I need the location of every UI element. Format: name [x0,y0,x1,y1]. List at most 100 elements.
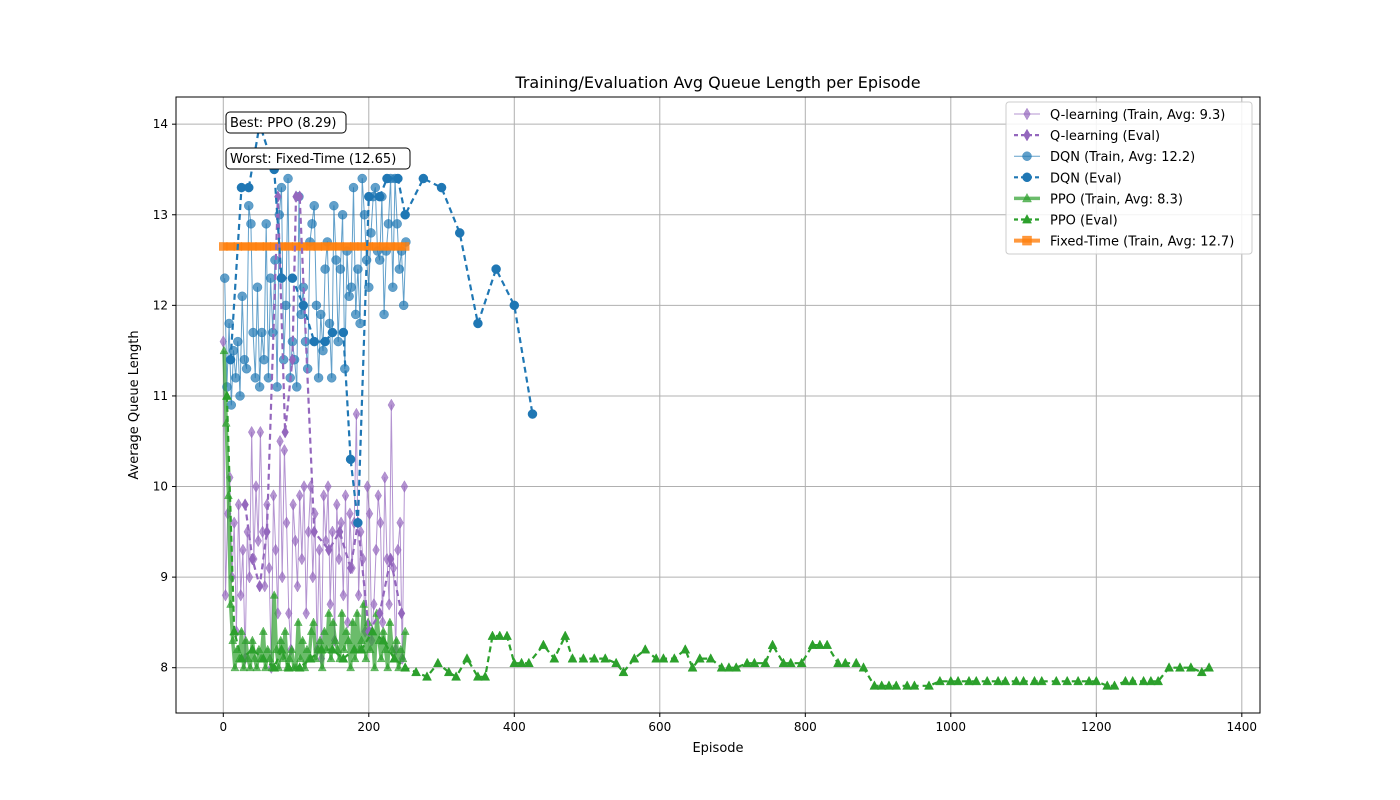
data-point [250,653,259,663]
x-tick-label: 0 [219,720,227,734]
data-point [396,644,406,654]
data-point [272,543,280,557]
data-point [219,345,229,355]
data-point [335,264,346,274]
data-point [393,173,403,184]
data-point [363,480,372,493]
data-point [237,291,247,302]
data-point [226,599,235,608]
x-tick-label: 600 [648,720,671,734]
data-point [357,635,366,644]
data-point [374,191,385,202]
data-point [367,625,378,636]
legend-marker [1022,151,1032,161]
data-point [1185,662,1196,672]
data-point [611,657,622,668]
data-point [230,373,241,383]
data-point [443,666,454,677]
data-point [370,182,381,193]
data-point [400,242,410,251]
data-point [233,336,243,347]
series-fixed-time-train-avg-12-7 [219,242,410,251]
legend-item: Fixed-Time (Train, Avg: 12.7) [1014,235,1234,250]
data-point [250,373,261,383]
data-point [578,653,589,663]
data-point [1164,662,1174,672]
legend-item: DQN (Train, Avg: 12.2) [1014,150,1195,165]
data-point [600,653,611,663]
data-point [320,264,330,274]
data-point [480,671,491,681]
data-point [258,653,269,663]
data-point [462,653,472,663]
y-tick-label: 11 [153,389,168,403]
data-point [349,242,359,251]
annotation-worst-box [225,147,411,170]
y-tick-label: 12 [153,298,168,312]
data-point [387,398,396,412]
y-axis-title: Average Queue Length [127,330,142,479]
data-point [324,608,334,617]
data-point [295,653,305,663]
plot-frame [175,96,1261,714]
data-point [293,579,302,593]
data-point [252,480,260,493]
data-point [324,480,332,493]
data-point [225,354,236,365]
data-point [318,345,328,356]
annotation-best: Best: PPO (8.29) [225,111,347,134]
data-point [276,644,287,654]
legend-marker [1022,192,1032,203]
data-point [378,635,389,645]
data-point [248,552,257,566]
data-point [298,635,308,644]
data-point [538,639,549,649]
data-point [240,242,250,251]
data-point [394,264,405,274]
x-tick-label: 1200 [1081,720,1112,734]
data-point [247,644,258,654]
data-point [335,242,344,251]
data-point [1138,675,1149,686]
data-point [858,662,869,672]
data-point [1029,675,1040,686]
data-point [393,242,403,251]
data-point [288,353,297,367]
data-point [317,662,327,672]
data-point [284,242,294,251]
data-point [219,273,230,283]
data-point [502,630,512,640]
data-point [411,666,421,677]
data-point [651,653,662,663]
data-point [374,489,382,502]
data-point [876,680,887,690]
x-tick-label: 200 [357,720,380,734]
data-point [374,255,385,265]
data-point [945,675,956,686]
data-point [436,182,447,193]
data-point [1011,675,1022,686]
data-point [239,662,249,672]
data-point [1000,675,1011,686]
data-point [451,671,462,681]
data-point [320,336,330,347]
data-point [386,552,395,566]
data-point [330,635,340,644]
data-point [294,662,305,672]
x-tick-label: 1400 [1227,720,1258,734]
data-point [263,525,271,539]
data-point [1109,680,1120,690]
data-point [259,354,269,365]
data-point [345,454,356,465]
data-point [316,309,326,320]
legend-marker [1023,107,1031,121]
data-point [236,653,247,663]
ticks: 0 200 400 600 800 1000 1200 1400 8 9 10 11 12 13 14 [153,117,1257,734]
data-point [278,570,286,584]
data-point [1102,680,1113,690]
y-tick-label: 9 [160,570,168,584]
data-point [840,657,851,668]
data-point [372,543,380,557]
series-dqn-eval [225,119,538,528]
data-point [491,264,501,274]
